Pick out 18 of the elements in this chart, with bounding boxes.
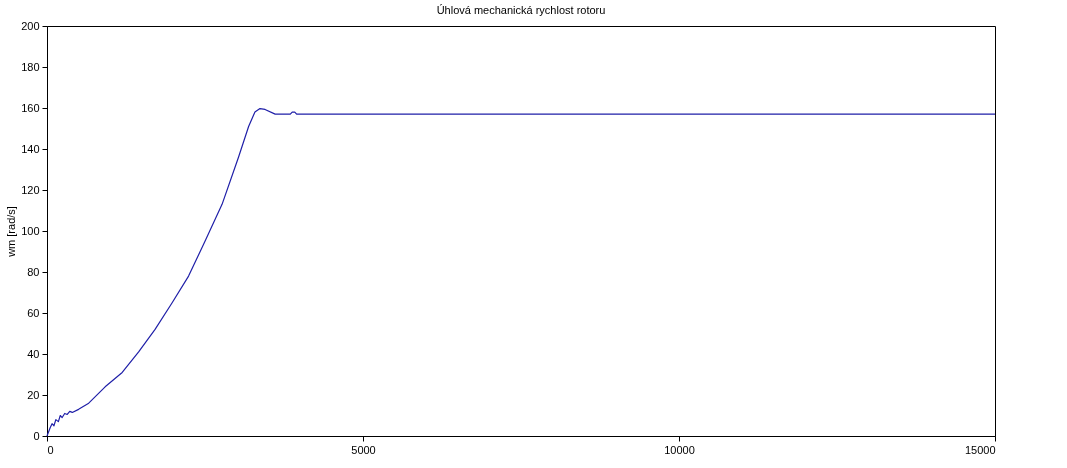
y-axis-title: wm [rad/s] <box>5 206 18 258</box>
chart-title: Úhlová mechanická rychlost rotoru <box>436 4 606 16</box>
y-tick-label: 60 <box>27 306 40 319</box>
y-tick-label: 40 <box>27 347 40 360</box>
y-tick-label: 140 <box>21 142 40 155</box>
x-tick-label: 5000 <box>351 443 376 456</box>
y-tick-label: 200 <box>21 19 40 32</box>
y-tick-label: 180 <box>21 60 40 73</box>
x-tick-label: 0 <box>47 443 54 456</box>
y-tick-label: 100 <box>21 224 40 237</box>
y-tick-label: 80 <box>27 265 40 278</box>
line-series <box>46 108 996 437</box>
x-tick-label: 10000 <box>664 443 695 456</box>
y-tick-label: 0 <box>33 429 40 442</box>
x-tick-label: 15000 <box>964 443 996 456</box>
y-tick-label: 160 <box>21 101 40 114</box>
y-tick-label: 20 <box>27 388 40 401</box>
y-tick-label: 120 <box>21 183 40 196</box>
